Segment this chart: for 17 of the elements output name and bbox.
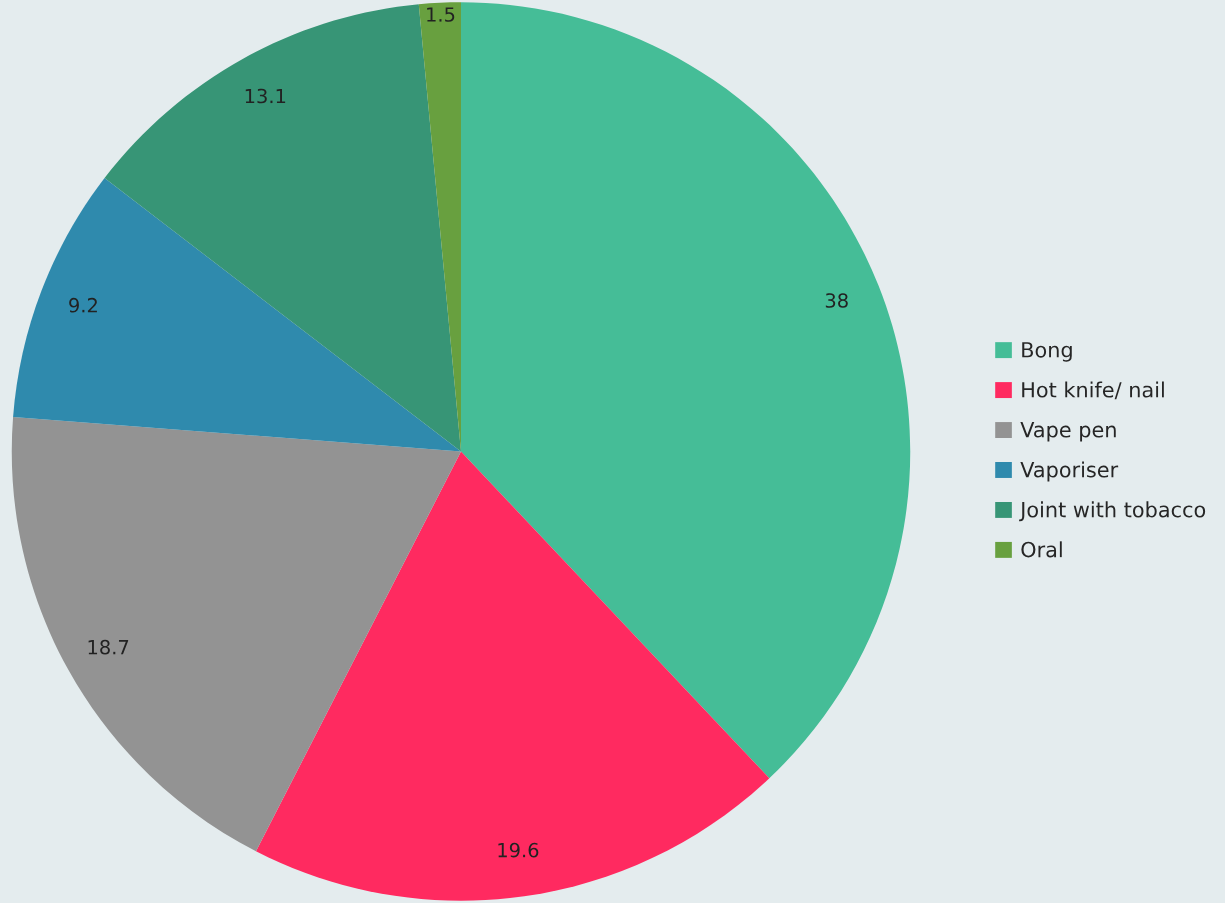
pie-slice <box>104 4 461 452</box>
pie-slice <box>11 416 461 852</box>
data-label: 1.5 <box>427 7 455 22</box>
legend-label: Bong <box>1022 342 1072 362</box>
legend-label: Joint with tobacco <box>1019 501 1206 522</box>
data-label: 13.1 <box>245 88 286 104</box>
legend-label: Vape pen <box>1020 422 1116 442</box>
pie-slice <box>13 178 461 452</box>
legend-label: Oral <box>1021 541 1062 558</box>
legend-label: Hot knife/ nail <box>1022 381 1164 400</box>
data-label: 9.2 <box>69 297 97 313</box>
data-label: 18.7 <box>88 639 129 655</box>
legend-label: Vaporiser <box>1020 461 1119 482</box>
data-label: 38 <box>825 293 848 308</box>
pie-slice <box>461 2 911 779</box>
data-label: 19.6 <box>498 842 539 858</box>
pie-slice <box>255 451 770 901</box>
